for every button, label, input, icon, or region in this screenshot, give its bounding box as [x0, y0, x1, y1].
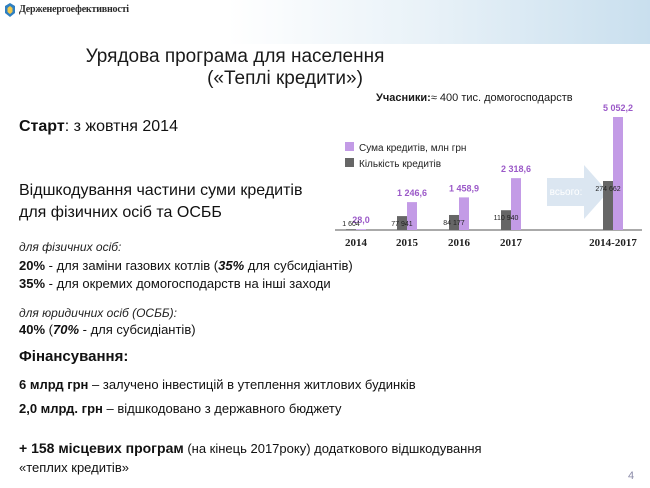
label-sum-2017: 2 318,6	[501, 164, 531, 174]
category-label-2014: 2014	[345, 237, 368, 249]
financing-row-1: 6 млрд грн – залучено інвестицій в утепл…	[19, 377, 416, 392]
legal-sub-text: - для субсидіантів)	[79, 322, 196, 337]
label-count-2016: 84 177	[443, 220, 465, 227]
financing-row-1-bold: 6 млрд грн	[19, 377, 89, 392]
participants-text: Учасники:≈ 400 тис. домогосподарств	[376, 92, 573, 104]
bar-sum-2016	[459, 197, 469, 230]
legal-heading: для юридичних осіб (ОСББ):	[19, 306, 178, 320]
individuals-heading: для фізичних осіб:	[19, 240, 122, 254]
individuals-row-1-pct: 20%	[19, 258, 46, 273]
individuals-row-2: 35% - для окремих домогосподарств на інш…	[19, 276, 331, 291]
participants-value: ≈ 400 тис. домогосподарств	[430, 92, 573, 104]
local-programs-text: + 158 місцевих програм (на кінець 2017ро…	[19, 439, 619, 477]
total-arrow-label: всього:	[550, 187, 583, 198]
bar-count-2016	[449, 214, 459, 230]
financing-heading: Фінансування:	[19, 348, 129, 365]
start-value: : з жовтня 2014	[64, 118, 178, 135]
total-arrow	[547, 165, 608, 219]
category-label-2016: 2016	[448, 237, 471, 249]
category-label-2014-2017: 2014-2017	[589, 237, 637, 249]
individuals-row-2-pct: 35%	[19, 276, 46, 291]
legal-row: 40% (70% - для субсидіантів)	[19, 322, 196, 337]
page-number: 4	[628, 470, 635, 482]
bar-sum-2014-2017	[613, 117, 623, 230]
individuals-row-1-sub-text: для субсидіантів)	[244, 258, 353, 273]
bar-count-2014-2017	[603, 181, 613, 230]
label-sum-2014-2017: 5 052,2	[603, 103, 633, 113]
financing-row-2-bold: 2,0 млрд. грн	[19, 401, 103, 416]
legend-label-count: Кількість кредитів	[359, 159, 441, 170]
label-count-2014-2017: 274 662	[595, 186, 620, 193]
bar-count-2017	[501, 210, 511, 230]
org-name: Держенергоефективності	[19, 4, 129, 15]
start-label: Старт	[19, 118, 65, 135]
label-count-2014: 1 604	[342, 221, 360, 228]
bar-count-2014	[346, 229, 356, 230]
compensation-line-2: для фізичних осіб та ОСББ	[19, 204, 222, 221]
local-programs-line-1: (на кінець 2017року) додаткового відшкод…	[183, 441, 482, 456]
legal-open: (	[45, 322, 53, 337]
chart-bars: 28,01 604 2014 1 246,6 77 941 2015 1 458,9 84 …	[342, 103, 637, 249]
page-title: Урядова програма для населення	[85, 46, 385, 67]
financing-row-1-text: – залучено інвестицій в утеплення житлов…	[88, 377, 416, 392]
individuals-row-1: 20% - для заміни газових котлів (35% для…	[19, 258, 353, 273]
local-programs-bold: + 158 місцевих програм	[19, 440, 184, 456]
participants-label: Учасники:	[376, 92, 431, 104]
financing-row-2: 2,0 млрд. грн – відшкодовано з державног…	[19, 401, 341, 416]
page-subtitle: («Теплі кредити»)	[207, 68, 363, 89]
financing-row-2-text: – відшкодовано з державного бюджету	[102, 401, 342, 416]
bar-count-2015	[397, 216, 407, 230]
legend-label-sum: Сума кредитів, млн грн	[359, 143, 466, 154]
individuals-row-2-text: - для окремих домогосподарств на інші за…	[45, 276, 331, 291]
label-sum-2016: 1 458,9	[449, 183, 479, 193]
legal-pct: 40%	[19, 322, 46, 337]
ministry-logo-icon	[5, 3, 15, 17]
label-sum-2015: 1 246,6	[397, 188, 427, 198]
legal-sub-pct: 70%	[52, 322, 80, 337]
compensation-line-1: Відшкодування частини суми кредитів	[19, 182, 303, 199]
individuals-row-1-text: - для заміни газових котлів (	[45, 258, 219, 273]
label-sum-2014: 28,0	[352, 215, 370, 225]
start-text: Старт: з жовтня 2014	[19, 118, 178, 136]
label-count-2015: 77 941	[391, 221, 413, 228]
category-label-2017: 2017	[500, 237, 523, 249]
bar-sum-2015	[407, 202, 417, 230]
individuals-row-1-sub-pct: 35%	[218, 258, 245, 273]
local-programs-line-2: «теплих кредитів»	[19, 460, 129, 475]
category-label-2015: 2015	[396, 237, 419, 249]
header-bar: Держенергоефективності	[0, 0, 650, 44]
bar-sum-2014	[356, 229, 366, 230]
legend-swatch-sum	[345, 142, 354, 151]
label-count-2017: 110 940	[494, 215, 519, 222]
bar-sum-2017	[511, 178, 521, 230]
compensation-heading: Відшкодування частини суми кредитів для …	[19, 180, 302, 224]
legend-swatch-count	[345, 158, 354, 167]
